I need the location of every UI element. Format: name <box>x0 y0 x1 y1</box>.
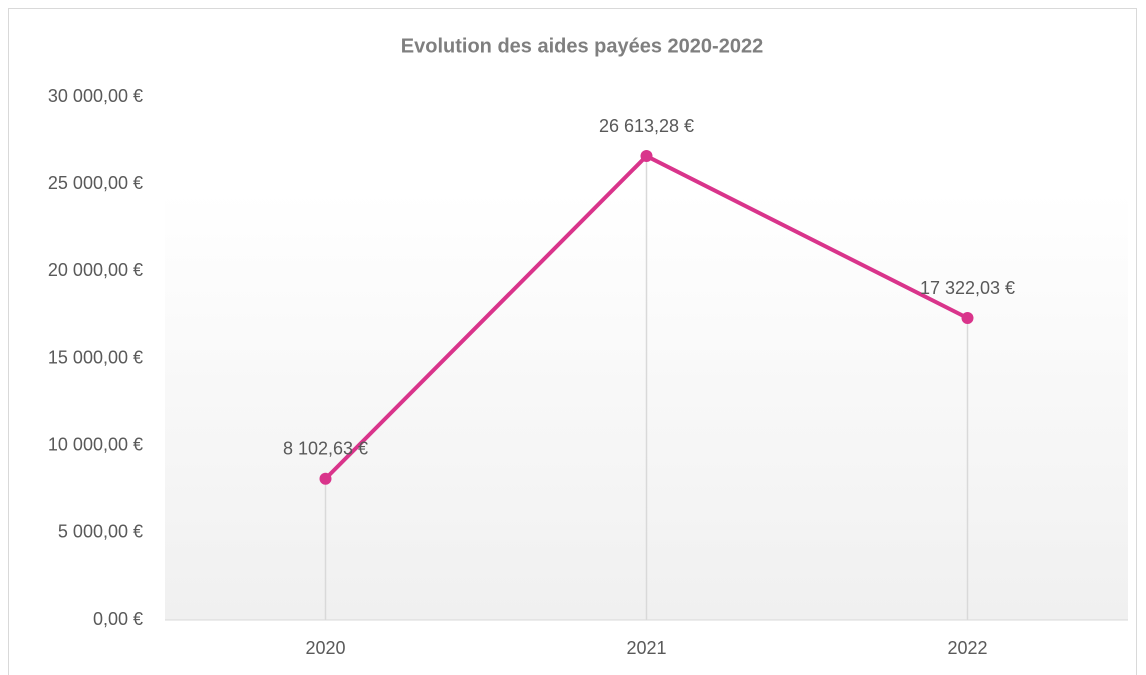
y-tick-label: 25 000,00 € <box>48 173 143 193</box>
y-tick-label: 30 000,00 € <box>48 86 143 106</box>
y-tick-label: 0,00 € <box>93 609 143 629</box>
y-tick-label: 5 000,00 € <box>58 522 143 542</box>
x-tick-label: 2020 <box>305 638 345 658</box>
y-tick-label: 10 000,00 € <box>48 434 143 454</box>
x-tick-label: 2021 <box>626 638 666 658</box>
chart-title: Evolution des aides payées 2020-2022 <box>401 35 763 57</box>
data-marker <box>640 150 653 163</box>
x-tick-label: 2022 <box>947 638 987 658</box>
data-marker <box>961 312 974 325</box>
y-tick-label: 20 000,00 € <box>48 260 143 280</box>
y-tick-label: 15 000,00 € <box>48 347 143 367</box>
data-marker <box>319 472 332 485</box>
data-label: 17 322,03 € <box>920 278 1015 298</box>
data-label: 8 102,63 € <box>283 438 368 458</box>
data-label: 26 613,28 € <box>599 116 694 136</box>
